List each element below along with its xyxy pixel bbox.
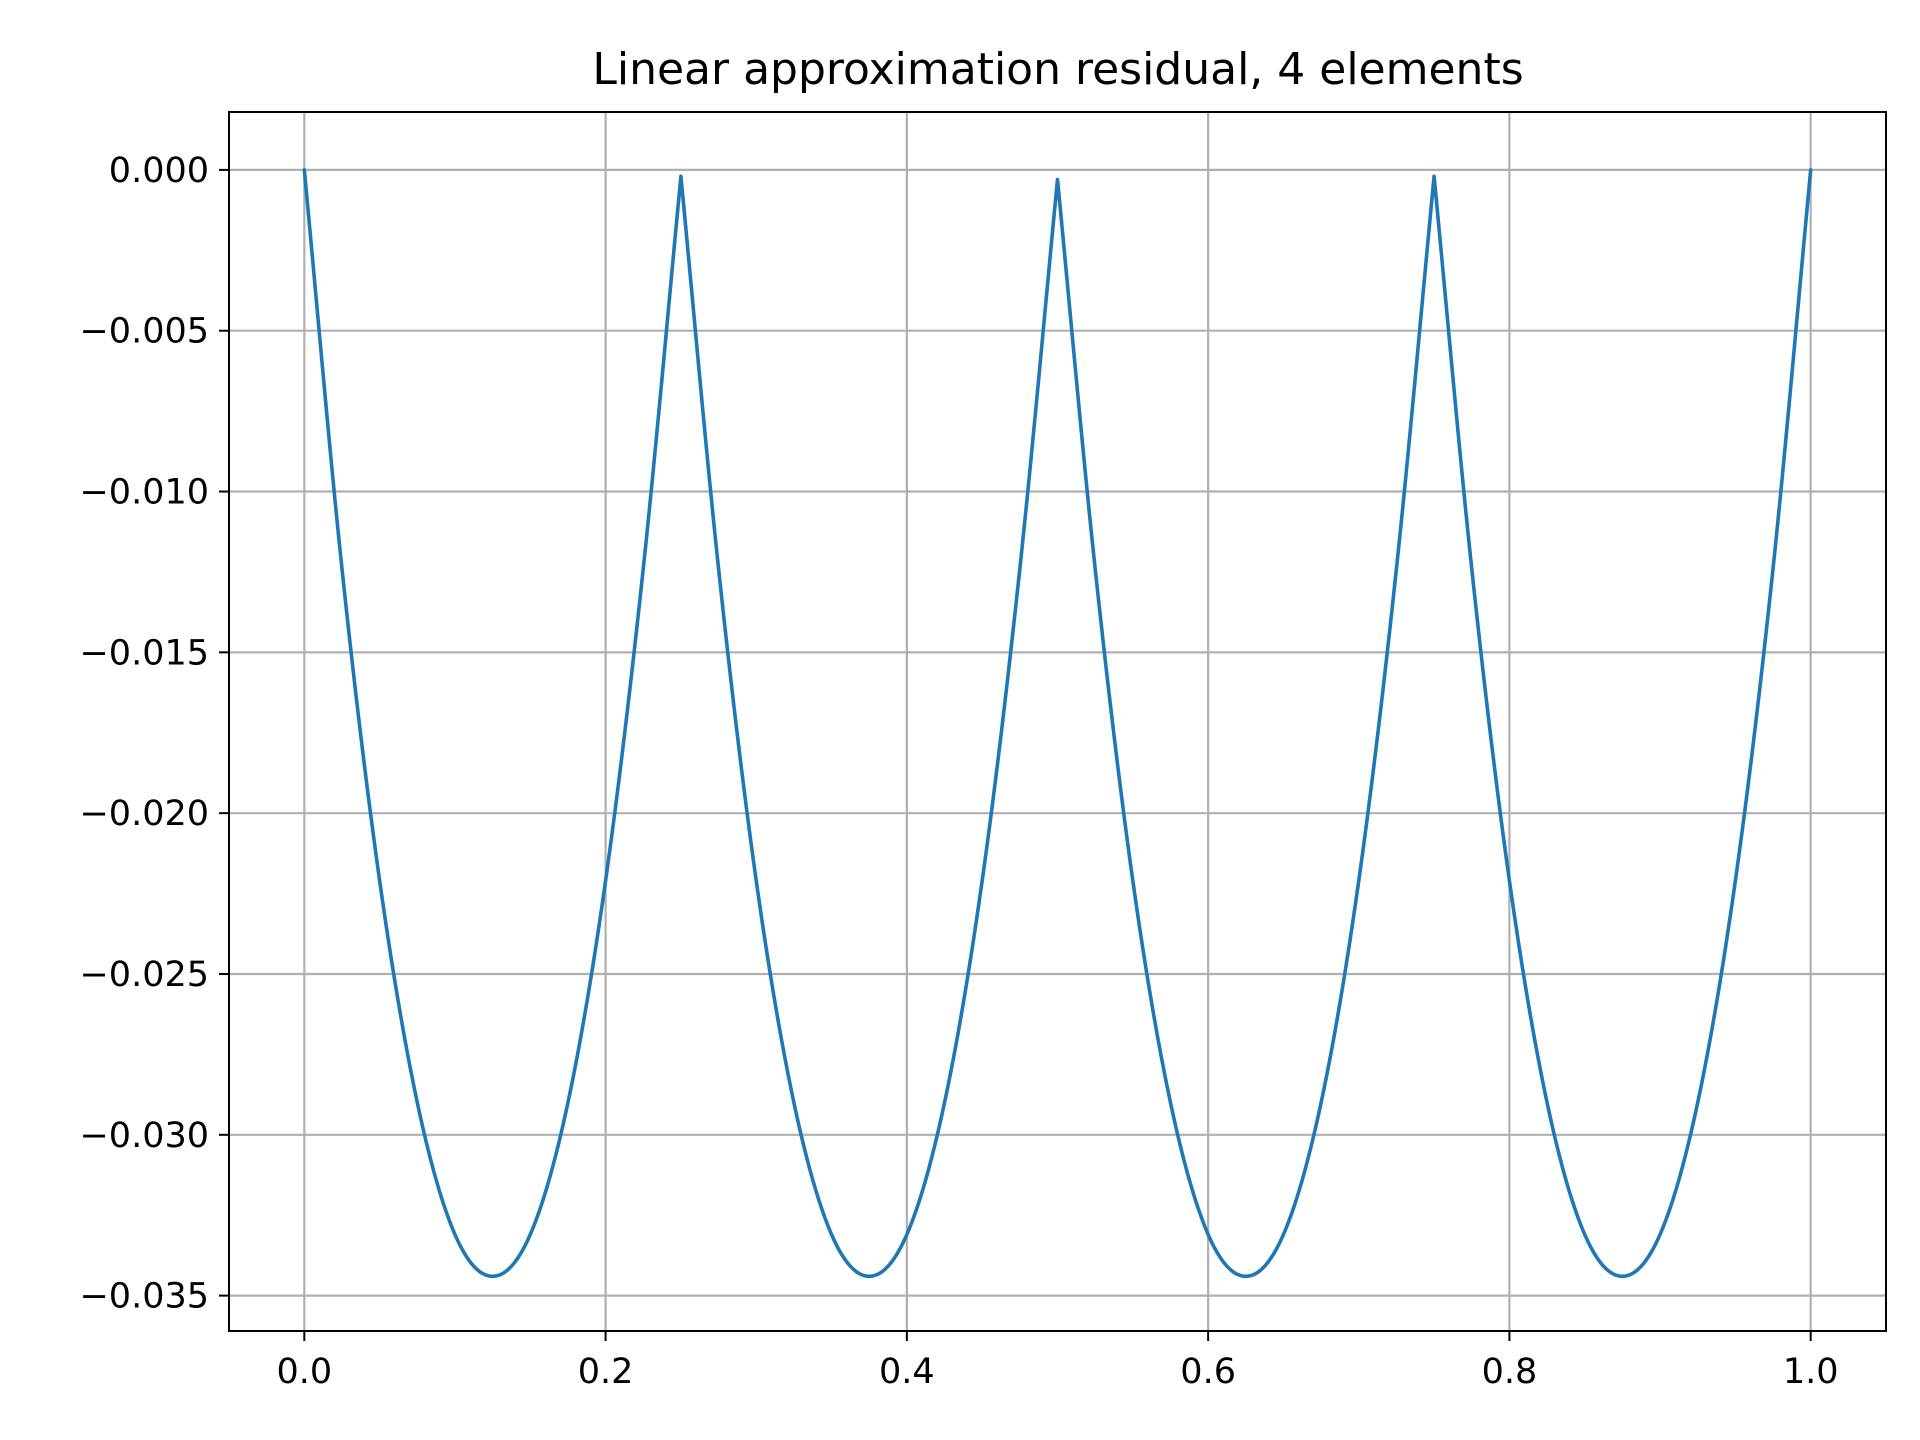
x-tick-label: 0.8 xyxy=(1482,1352,1538,1392)
x-tick-label: 1.0 xyxy=(1783,1352,1839,1392)
series-layer xyxy=(302,168,1813,1279)
axes xyxy=(228,111,1887,1332)
y-tick-label: −0.020 xyxy=(79,794,209,834)
y-tick-label: −0.010 xyxy=(79,473,209,513)
y-tick-label: −0.035 xyxy=(79,1277,209,1317)
x-tick-label: 0.2 xyxy=(578,1352,634,1392)
x-tick-label: 0.4 xyxy=(879,1352,935,1392)
x-tick-label: 0.6 xyxy=(1180,1352,1236,1392)
chart-title: Linear approximation residual, 4 element… xyxy=(592,44,1523,95)
grid xyxy=(229,112,1886,1331)
y-tick-label: 0.000 xyxy=(109,151,209,191)
x-tick-label: 0.0 xyxy=(276,1352,332,1392)
x-axis-ticks: 0.0 0.2 0.4 0.6 0.8 1.0 xyxy=(276,1331,1839,1392)
y-axis-ticks: 0.000 −0.005 −0.010 −0.015 −0.020 −0.025 −0.03… xyxy=(79,151,229,1317)
axes-frame xyxy=(228,111,1887,1332)
y-tick-label: −0.025 xyxy=(79,955,209,995)
y-tick-label: −0.015 xyxy=(79,633,209,673)
y-tick-label: −0.030 xyxy=(79,1116,209,1156)
series-line xyxy=(302,168,1813,1279)
y-tick-label: −0.005 xyxy=(79,312,209,352)
